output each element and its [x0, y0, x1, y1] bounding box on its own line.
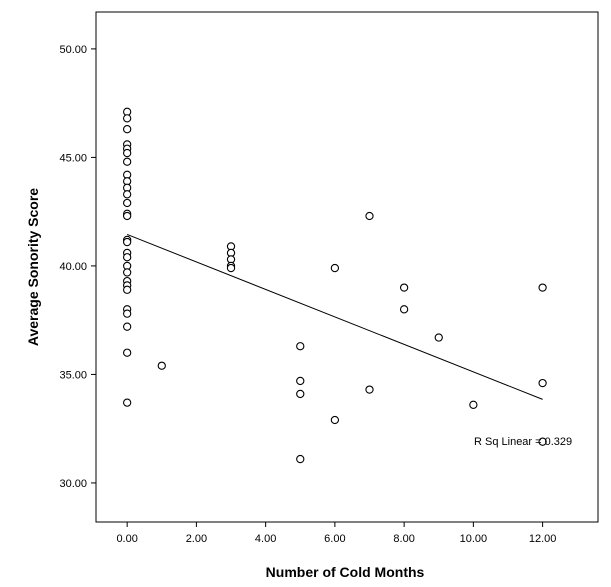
data-point	[296, 376, 305, 386]
linear-fit-line	[126, 233, 543, 400]
x-axis-title: Number of Cold Months	[266, 564, 425, 580]
data-point	[296, 342, 305, 351]
data-point	[123, 348, 132, 357]
data-point	[434, 333, 443, 342]
data-point	[123, 198, 132, 208]
data-point	[330, 263, 340, 273]
data-point	[226, 263, 236, 273]
data-point	[123, 237, 132, 247]
data-point	[123, 253, 132, 262]
data-point	[365, 385, 374, 394]
data-point	[399, 305, 409, 314]
x-tick-label: 2.00	[186, 533, 207, 545]
x-tick-label: 0.00	[116, 533, 137, 545]
data-point	[123, 148, 132, 158]
data-point	[123, 398, 132, 407]
data-point	[296, 454, 305, 464]
data-point	[123, 157, 132, 166]
data-point	[538, 283, 547, 292]
data-point	[399, 283, 409, 292]
x-axis-ticks: 0.00 2.00 4.00 6.00 8.00 10.00 12.00	[116, 522, 556, 545]
data-point	[538, 378, 547, 388]
data-point	[123, 309, 132, 318]
data-point	[157, 361, 166, 370]
data-point	[123, 125, 132, 134]
y-axis-title: Average Sonority Score	[25, 188, 41, 346]
data-point	[123, 268, 132, 277]
data-point	[538, 437, 547, 446]
data-point	[123, 285, 132, 294]
y-tick-label: 35.00	[59, 369, 87, 381]
x-tick-label: 8.00	[393, 533, 414, 545]
x-tick-label: 6.00	[324, 533, 345, 545]
data-point	[123, 322, 132, 331]
y-tick-label: 30.00	[59, 478, 87, 490]
data-point	[365, 211, 374, 221]
x-tick-label: 10.00	[460, 533, 488, 545]
x-tick-label: 4.00	[255, 533, 276, 545]
y-tick-label: 45.00	[59, 152, 87, 164]
data-point	[330, 415, 340, 425]
data-points-layer	[123, 107, 547, 464]
plot-area-frame	[95, 11, 599, 523]
r-squared-annotation: R Sq Linear = 0.329	[474, 436, 572, 448]
data-point	[469, 400, 478, 409]
x-tick-label: 12.00	[529, 533, 557, 545]
data-point	[123, 190, 132, 199]
data-point	[123, 114, 132, 123]
y-axis-ticks: 30.00 35.00 40.00 45.00 50.00	[59, 44, 96, 490]
fit-line-layer	[126, 233, 543, 400]
data-point	[296, 389, 305, 399]
y-tick-label: 40.00	[59, 261, 87, 273]
data-point	[123, 211, 132, 221]
y-tick-label: 50.00	[59, 44, 87, 56]
